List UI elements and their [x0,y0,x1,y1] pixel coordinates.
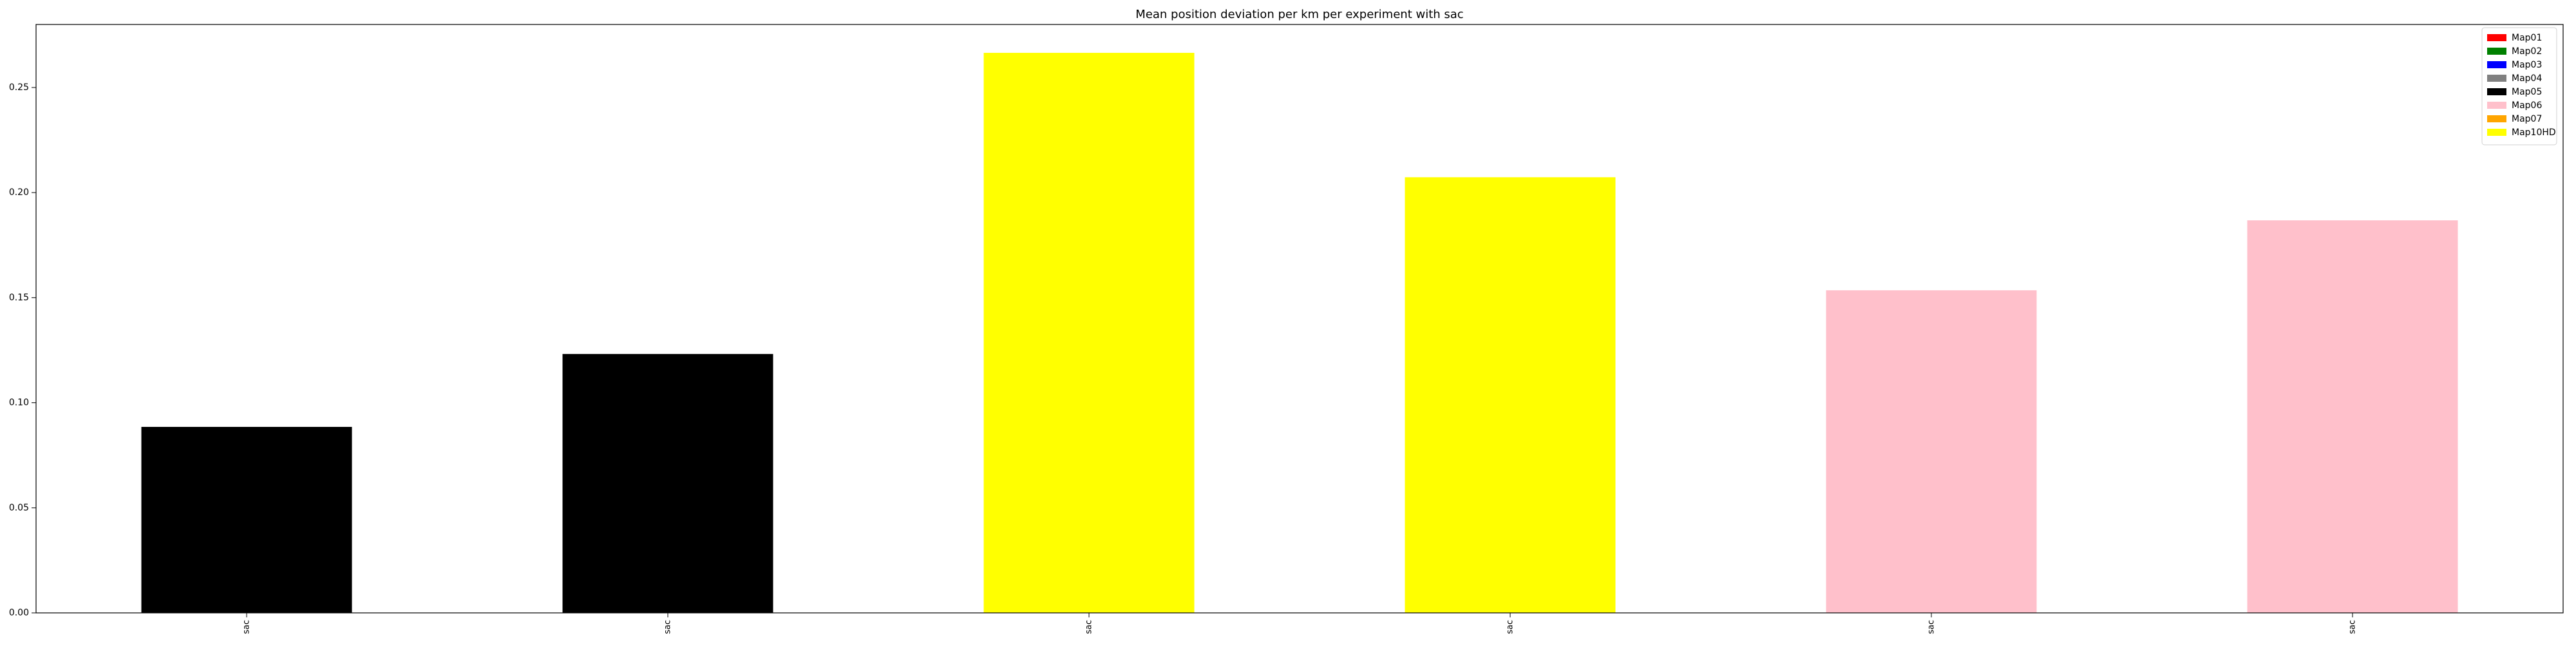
legend-swatch [2487,129,2506,136]
bar [562,353,773,613]
legend-swatch [2487,102,2506,109]
y-tick-label: 0.00 [9,608,29,618]
y-axis: 0.00 0.05 0.10 0.15 0.20 0.25 [9,82,36,618]
x-tick-label: sac [663,620,673,634]
legend-swatch [2487,34,2506,41]
y-tick-label: 0.05 [9,503,29,513]
x-tick-label: sac [1927,620,1937,634]
legend-swatch [2487,61,2506,68]
x-tick-label: sac [1506,620,1515,634]
bar [141,427,352,613]
legend-swatch [2487,75,2506,82]
bar [2247,220,2458,613]
bars-group [141,53,2458,613]
x-axis: sac sac sac sac sac sac [242,613,2358,634]
legend-swatch [2487,115,2506,122]
bar [983,53,1195,613]
legend-label: Map05 [2512,87,2542,97]
bar [1826,290,2037,613]
y-tick-label: 0.25 [9,82,29,93]
y-tick-label: 0.20 [9,187,29,198]
legend-swatch [2487,88,2506,95]
legend-label: Map01 [2512,33,2542,43]
x-tick-label: sac [242,620,252,634]
legend: Map01 Map02 Map03 Map04 Map05 Map06 Map07 Map10… [2481,27,2557,145]
legend-swatch [2487,48,2506,55]
x-tick-label: sac [2348,620,2358,634]
chart-title: Mean position deviation per km per exper… [1135,8,1463,21]
legend-label: Map10HD [2512,127,2556,138]
y-tick-label: 0.15 [9,292,29,303]
legend-label: Map02 [2512,46,2542,57]
x-tick-label: sac [1084,620,1094,634]
plot-area-frame [35,24,2564,614]
legend-label: Map04 [2512,73,2542,84]
legend-label: Map07 [2512,114,2542,124]
legend-label: Map06 [2512,100,2542,111]
legend-label: Map03 [2512,60,2542,70]
y-tick-label: 0.10 [9,398,29,408]
bar [1405,177,1616,613]
